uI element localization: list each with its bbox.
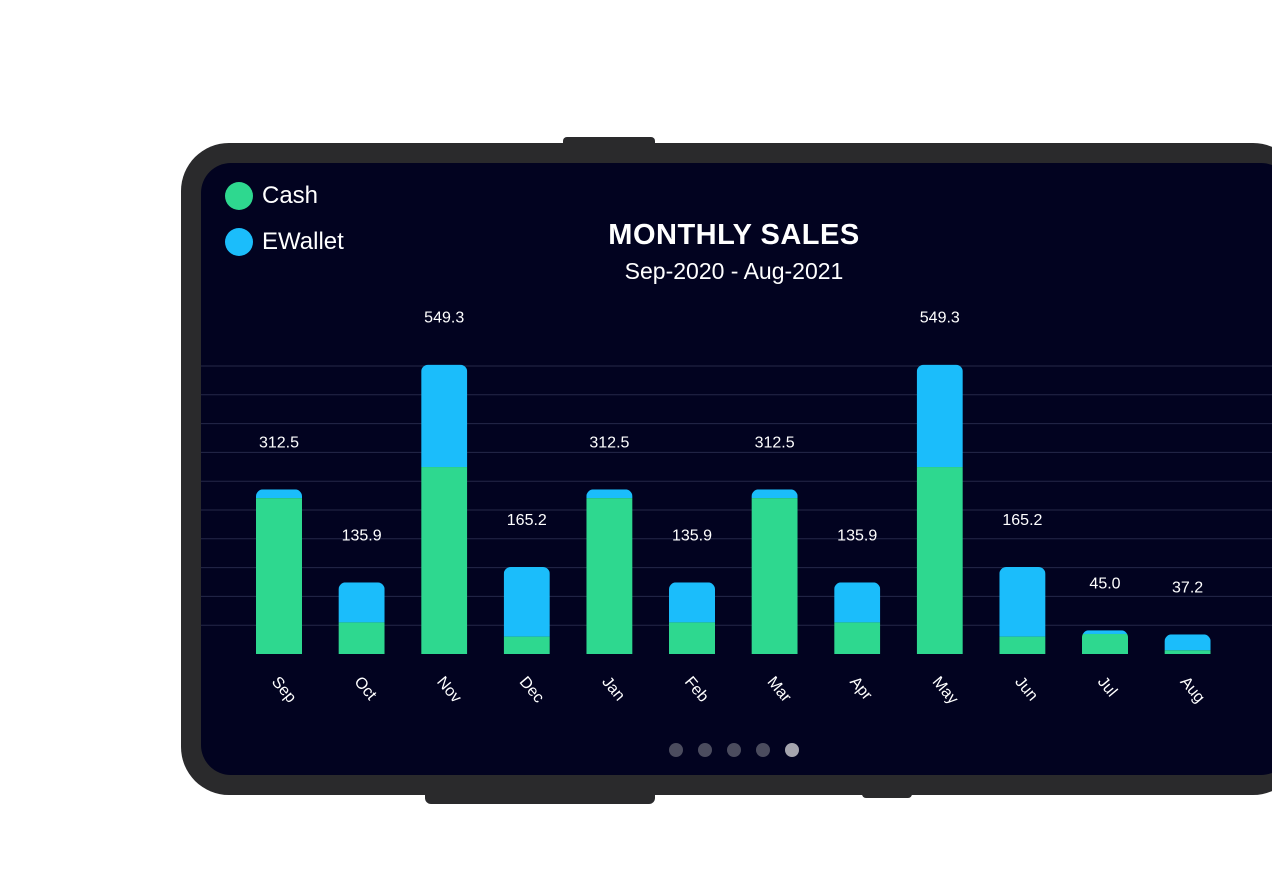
- bar-segment-cash-sep[interactable]: [256, 498, 302, 654]
- bar-segment-ewallet-oct[interactable]: [338, 582, 385, 623]
- bar-dec[interactable]: [503, 566, 550, 654]
- x-tick-label-jan: Jan: [598, 674, 628, 705]
- value-label-jun: 165.2: [1002, 512, 1042, 529]
- x-tick-label-jun: Jun: [1011, 674, 1041, 705]
- bar-segment-cash-dec[interactable]: [503, 636, 550, 654]
- value-label-mar: 312.5: [755, 434, 795, 451]
- page-indicator: [669, 743, 799, 757]
- page-dot-2[interactable]: [698, 743, 712, 757]
- bar-segment-cash-feb[interactable]: [669, 622, 715, 654]
- bar-segment-cash-jun[interactable]: [999, 636, 1046, 654]
- bar-segment-cash-mar[interactable]: [751, 498, 798, 654]
- value-label-nov: 549.3: [424, 310, 464, 327]
- bar-segment-ewallet-jul[interactable]: [1082, 630, 1128, 634]
- bar-segment-ewallet-nov[interactable]: [421, 364, 468, 468]
- value-label-jan: 312.5: [589, 434, 629, 451]
- page-dot-3[interactable]: [727, 743, 741, 757]
- bar-jun[interactable]: [999, 566, 1046, 654]
- bar-segment-ewallet-jan[interactable]: [586, 489, 633, 499]
- x-tick-label-may: May: [929, 674, 961, 708]
- bar-segment-ewallet-may[interactable]: [916, 364, 963, 468]
- bar-segment-ewallet-aug[interactable]: [1164, 634, 1211, 651]
- x-tick-label-dec: Dec: [516, 674, 547, 707]
- page-dot-1[interactable]: [669, 743, 683, 757]
- bar-chart: 312.5 Sep 135.9 Oct 549.3 Nov 165.2 Dec 312.5 Jan…: [201, 310, 1272, 708]
- value-label-jul: 45.0: [1089, 575, 1120, 592]
- bar-jan[interactable]: [586, 489, 633, 654]
- x-tick-label-nov: Nov: [433, 674, 464, 707]
- x-tick-label-aug: Aug: [1177, 674, 1208, 707]
- chart-title: MONTHLY SALES: [608, 219, 860, 251]
- x-tick-label-feb: Feb: [681, 674, 712, 706]
- bar-segment-ewallet-mar[interactable]: [751, 489, 798, 499]
- value-label-aug: 37.2: [1172, 579, 1203, 596]
- bar-aug[interactable]: [1164, 634, 1211, 654]
- bar-nov[interactable]: [421, 364, 468, 654]
- bar-jul[interactable]: [1082, 630, 1128, 654]
- value-label-apr: 135.9: [837, 527, 877, 544]
- bar-sep[interactable]: [256, 489, 302, 654]
- phone-side-button: [425, 790, 655, 804]
- legend-label-cash: Cash: [262, 182, 319, 209]
- legend-swatch-ewallet: [225, 228, 253, 256]
- value-label-sep: 312.5: [259, 434, 299, 451]
- legend-label-ewallet: EWallet: [262, 228, 344, 255]
- bar-segment-ewallet-sep[interactable]: [256, 489, 302, 499]
- bar-segment-cash-oct[interactable]: [338, 622, 385, 654]
- x-tick-label-jul: Jul: [1094, 674, 1120, 701]
- phone-top-button: [563, 137, 655, 147]
- value-label-oct: 135.9: [342, 527, 382, 544]
- bar-segment-cash-jan[interactable]: [586, 498, 633, 654]
- value-label-feb: 135.9: [672, 527, 712, 544]
- bar-segment-ewallet-dec[interactable]: [503, 566, 550, 637]
- x-tick-label-mar: Mar: [764, 674, 795, 707]
- value-label-may: 549.3: [920, 310, 960, 327]
- legend-swatch-cash: [225, 182, 253, 210]
- chart-screen: Cash EWallet MONTHLY SALES Sep-2020 - Au…: [201, 163, 1272, 775]
- bar-segment-ewallet-feb[interactable]: [669, 582, 715, 623]
- bar-may[interactable]: [916, 364, 963, 654]
- x-tick-label-apr: Apr: [846, 674, 875, 705]
- bar-segment-ewallet-apr[interactable]: [834, 582, 881, 623]
- bar-segment-ewallet-jun[interactable]: [999, 566, 1046, 637]
- bar-segment-cash-nov[interactable]: [421, 467, 468, 654]
- bar-oct[interactable]: [338, 582, 385, 654]
- page-dot-4[interactable]: [756, 743, 770, 757]
- value-label-dec: 165.2: [507, 512, 547, 529]
- phone-side-button-small: [862, 790, 912, 798]
- x-tick-label-sep: Sep: [268, 674, 299, 707]
- x-tick-label-oct: Oct: [351, 674, 380, 704]
- bar-segment-cash-aug[interactable]: [1164, 650, 1211, 654]
- bar-feb[interactable]: [669, 582, 715, 654]
- chart-subtitle: Sep-2020 - Aug-2021: [624, 258, 844, 284]
- page-dot-5[interactable]: [785, 743, 799, 757]
- bar-apr[interactable]: [834, 582, 881, 654]
- bar-segment-cash-jul[interactable]: [1082, 633, 1128, 654]
- bar-segment-cash-apr[interactable]: [834, 622, 881, 654]
- legend-item-ewallet[interactable]: EWallet: [225, 219, 344, 265]
- chart-legend: Cash EWallet: [225, 173, 344, 265]
- legend-item-cash[interactable]: Cash: [225, 173, 344, 219]
- bar-segment-cash-may[interactable]: [916, 467, 963, 654]
- bar-mar[interactable]: [751, 489, 798, 654]
